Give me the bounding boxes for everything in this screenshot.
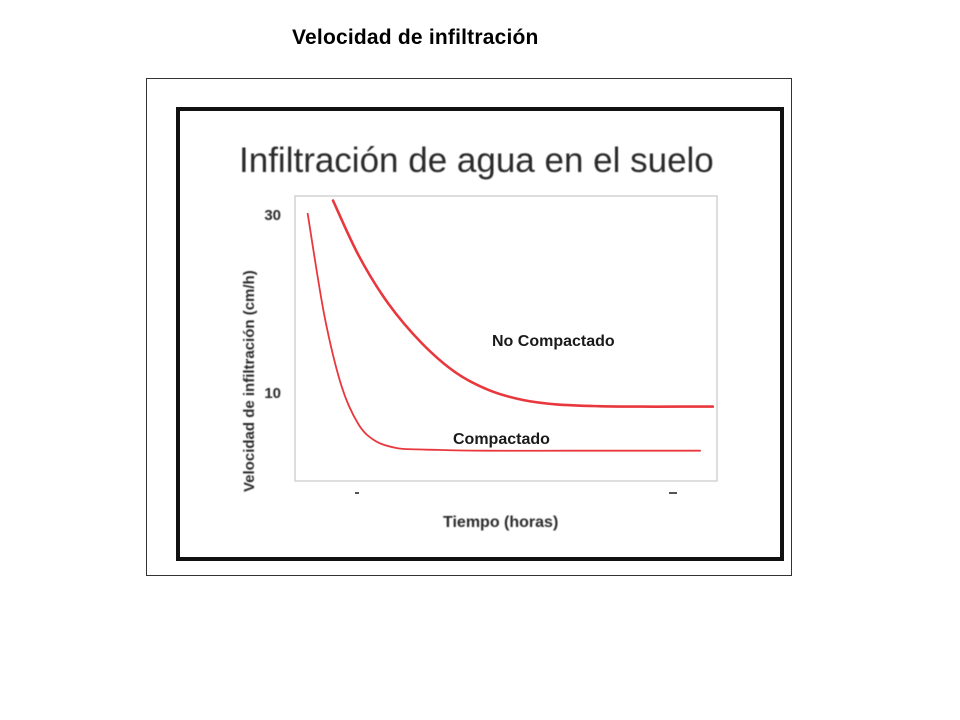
series-label-compactado: Compactado: [453, 431, 550, 448]
slide-title: Velocidad de infiltración: [292, 26, 539, 49]
series-label-no-compactado: No Compactado: [492, 333, 615, 350]
y-tick-label: 10: [264, 385, 281, 402]
chart-title: Infiltración de agua en el suelo: [239, 141, 714, 180]
series-line-no-compactado: [331, 199, 715, 408]
x-axis-label: Tiempo (horas): [443, 514, 558, 531]
y-tick-label: 30: [264, 207, 281, 224]
series-line-compactado: [306, 212, 701, 452]
y-axis-label: Velocidad de infiltración (cm/h): [241, 270, 258, 492]
chart-svg: Infiltración de agua en el suelo Velocid…: [176, 107, 784, 561]
figure-frame: Infiltración de agua en el suelo Velocid…: [146, 78, 792, 576]
